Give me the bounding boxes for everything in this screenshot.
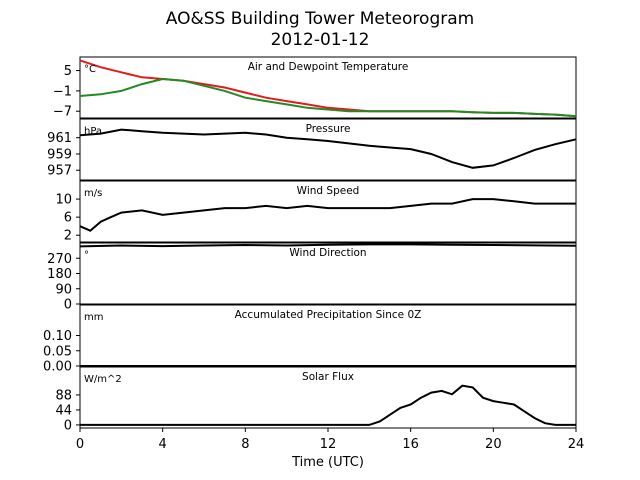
x-axis-label: Time (UTC) [291,455,364,470]
panel-0-series-1-line [79,77,577,118]
panel-frame-1 [79,118,577,181]
panel-5-series-0-line [80,384,576,426]
panel-0-y-tick-label: 5 [64,64,72,79]
figure-title: AO&SS Building Tower Meteorogram [166,9,474,29]
figure-date: 2012-01-12 [271,30,370,50]
panel-1-y-tick-label: 961 [47,131,72,146]
panels-group: 5−1−7°C Air and Dewpoint Temperature96195… [43,56,585,452]
panel-3-unit-label: ° [84,250,89,261]
panel-2-y-tick-label: 6 [64,211,72,226]
x-tick-label: 4 [159,437,167,452]
panel-3-title: Wind Direction [289,247,366,259]
panel-4-y-tick-label: 0.00 [43,360,72,375]
panel-2-series-0-line [79,198,576,232]
panel-3-series-0-line [79,243,577,248]
panel-4-title: Accumulated Precipitation Since 0Z [235,309,422,321]
panel-1-unit-label: hPa [84,126,102,137]
panel-1-y-tick-label: 959 [47,147,72,162]
panel-3-y-tick-label: 180 [47,267,72,282]
panel-2-y-tick-label: 2 [64,229,72,244]
x-tick-label: 16 [402,437,419,452]
x-tick-label: 0 [76,437,84,452]
panel-0-title: Air and Dewpoint Temperature [248,61,409,73]
panel-0-y-tick-label: −1 [53,84,72,99]
panel-1-y-tick-label: 957 [47,164,72,179]
panel-0-unit-label: °C [84,64,96,75]
x-tick-label: 20 [485,437,502,452]
panel-5-title: Solar Flux [302,371,354,383]
panel-frame-0 [79,56,577,119]
panel-1-title: Pressure [306,123,351,135]
x-tick-label: 8 [241,437,249,452]
panel-5-y-tick-label: 0 [64,418,72,433]
panel-2-title: Wind Speed [297,185,360,197]
panel-frame-2 [79,180,577,243]
panel-3-y-tick-label: 90 [55,282,72,297]
panel-4-unit-label: mm [84,312,103,323]
panel-3-y-tick-label: 270 [47,252,72,267]
panel-2-y-tick-label: 10 [55,193,72,208]
panel-2-unit-label: m/s [84,188,102,199]
x-tick-label: 12 [320,437,337,452]
panel-5-unit-label: W/m^2 [84,374,122,385]
panel-1-series-0-line [79,128,577,169]
panel-5-y-tick-label: 44 [55,403,72,418]
panel-0-y-tick-label: −7 [53,105,72,120]
x-tick-label: 24 [568,437,585,452]
panel-4-y-tick-label: 0.05 [43,344,72,359]
panel-3-y-tick-label: 0 [64,298,72,313]
panel-5-y-tick-label: 88 [55,388,72,403]
panel-4-y-tick-label: 0.10 [43,329,72,344]
